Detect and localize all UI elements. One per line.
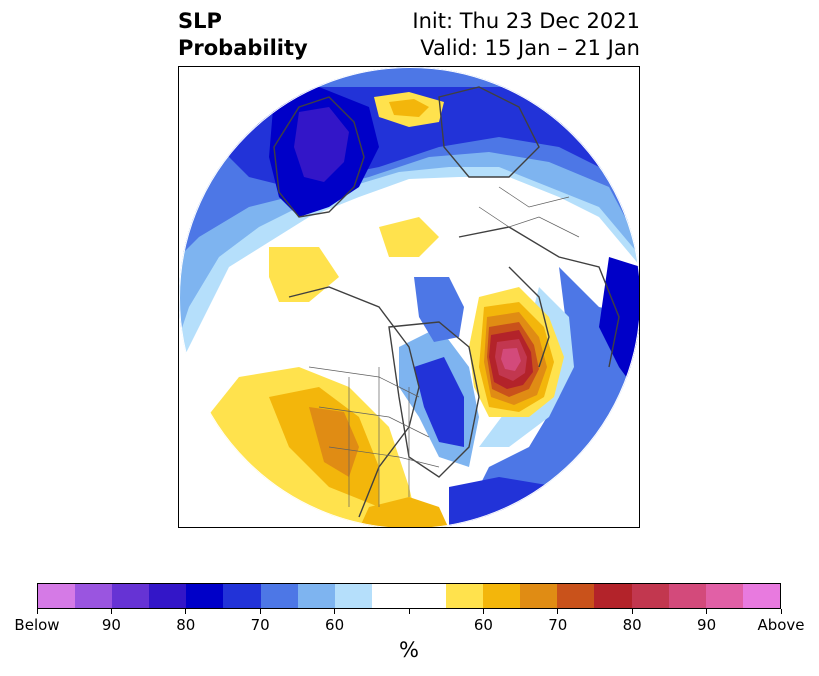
colorbar-tick-label: 90 (101, 616, 121, 634)
below-normal-peak-north (294, 107, 349, 182)
colorbar-segment (223, 584, 261, 608)
colorbar-segment (112, 584, 150, 608)
colorbar-segment (557, 584, 595, 608)
colorbar-tick (482, 609, 484, 614)
below-normal-upper-central (414, 277, 464, 342)
colorbar-tick (36, 609, 38, 614)
colorbar-tick (259, 609, 261, 614)
colorbar-tick (408, 609, 410, 614)
colorbar-tick-label: 60 (325, 616, 345, 634)
colorbar-tick-label: 60 (473, 616, 493, 634)
colorbar-tick-label: 80 (176, 616, 196, 634)
colorbar-tick-label: 70 (548, 616, 568, 634)
colorbar-segment (38, 584, 76, 608)
colorbar-tick (110, 609, 112, 614)
colorbar-segment (260, 584, 298, 608)
colorbar-tick-label: 90 (697, 616, 717, 634)
title-line2: Probability (178, 36, 308, 60)
coastlines (273, 86, 620, 518)
above-normal-south (359, 497, 449, 527)
colorbar-segment (186, 584, 224, 608)
colorbar-segment (594, 584, 632, 608)
above-normal-southwest-70 (309, 407, 359, 477)
colorbar-segment (297, 584, 335, 608)
colorbar-segment (408, 584, 447, 608)
colorbar-unit-label: % (399, 638, 419, 662)
colorbar-tick (780, 609, 782, 614)
colorbar-segment (334, 584, 372, 608)
colorbar-segment (149, 584, 187, 608)
probability-map (179, 67, 639, 527)
valid-period: Valid: 15 Jan – 21 Jan (420, 36, 640, 60)
title-line1: SLP (178, 9, 222, 33)
above-normal-atlantic-90 (501, 348, 521, 371)
colorbar-segment (705, 584, 743, 608)
init-time: Init: Thu 23 Dec 2021 (412, 9, 640, 33)
colorbar-tick-label: Below (14, 616, 60, 634)
above-normal-arctic (379, 217, 439, 257)
colorbar-tick-label: 70 (250, 616, 270, 634)
colorbar-segment (75, 584, 113, 608)
colorbar-segment (631, 584, 669, 608)
political-borders (308, 186, 580, 507)
above-normal-north-core (389, 99, 429, 117)
colorbar-segment (371, 584, 409, 608)
colorbar-tick (557, 609, 559, 614)
chart-title: SLP Probability (178, 8, 308, 62)
colorbar-segment (668, 584, 706, 608)
below-normal-core-central (414, 357, 464, 447)
colorbar-tick (185, 609, 187, 614)
map-panel (178, 66, 640, 528)
colorbar-tick-label: Above (757, 616, 805, 634)
colorbar-tick (631, 609, 633, 614)
colorbar-tick (706, 609, 708, 614)
colorbar-tick (334, 609, 336, 614)
colorbar-segment (446, 584, 484, 608)
colorbar-segment (520, 584, 558, 608)
colorbar-segment (483, 584, 521, 608)
colorbar-segment (742, 584, 780, 608)
colorbar (37, 583, 781, 609)
run-info: Init: Thu 23 Dec 2021 Valid: 15 Jan – 21… (412, 8, 640, 62)
colorbar-tick-label: 80 (622, 616, 642, 634)
